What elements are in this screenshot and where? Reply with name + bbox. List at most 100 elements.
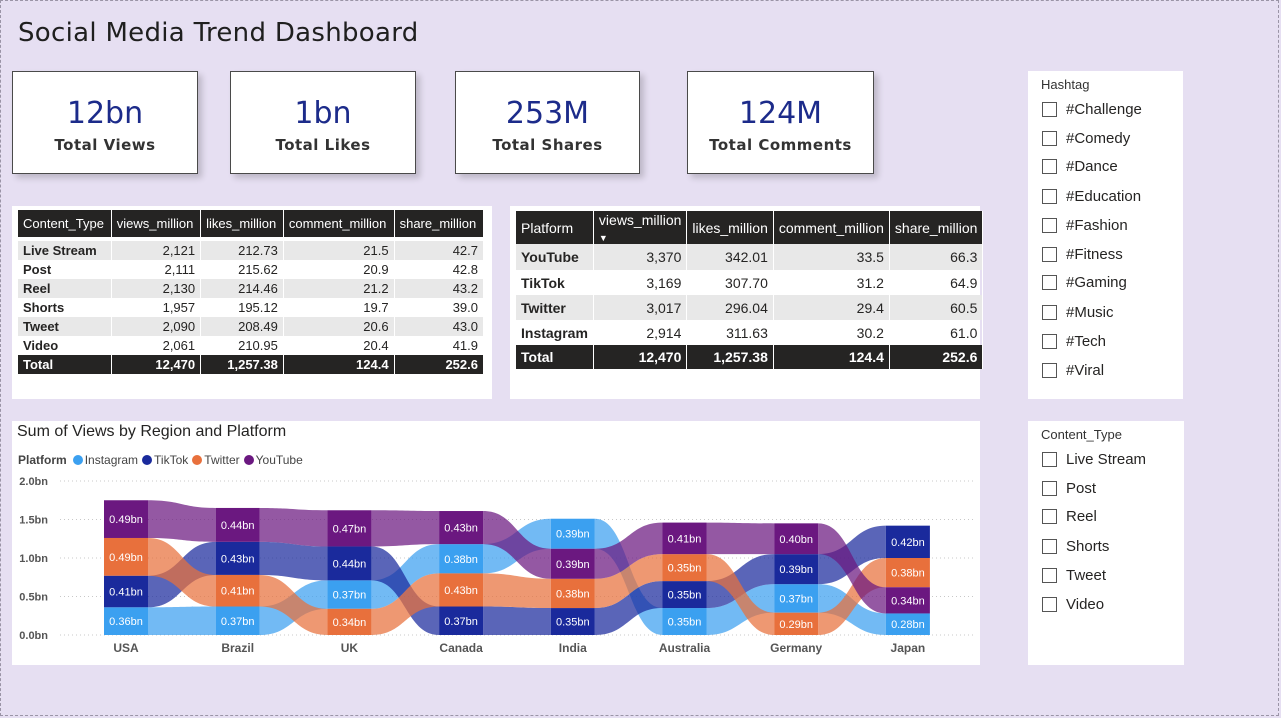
column-header-sorted[interactable]: views_million ▼ <box>593 211 688 244</box>
checkbox[interactable] <box>1042 452 1057 467</box>
checkbox[interactable] <box>1042 247 1057 262</box>
ribbon-tiktok <box>259 541 328 581</box>
data-label: 0.49bn <box>109 552 143 564</box>
table-row[interactable]: Instagram 2,914 311.63 30.2 61.0 <box>516 320 984 345</box>
data-label: 0.38bn <box>556 588 590 600</box>
checkbox[interactable] <box>1042 509 1057 524</box>
column-header[interactable]: share_million <box>394 210 485 237</box>
kpi-value: 253M <box>505 96 590 131</box>
ribbon-chart[interactable]: 0.0bn 0.5bn 1.0bn 1.5bn 2.0bn 0.36bn 0.41bn 0.4… <box>12 421 980 665</box>
bar-segment <box>104 575 148 608</box>
column-header[interactable]: Platform <box>516 211 594 244</box>
kpi-label: Total Likes <box>275 136 371 154</box>
table-row[interactable]: Reel 2,130 214.46 21.2 43.2 <box>18 279 485 298</box>
data-label: 0.28bn <box>891 619 925 631</box>
slicer-option[interactable]: #Dance <box>1042 158 1118 175</box>
bar-segment <box>550 578 595 609</box>
slicer-option[interactable]: Live Stream <box>1042 451 1146 468</box>
table-row[interactable]: YouTube 3,370 342.01 33.5 66.3 <box>516 244 984 270</box>
kpi-card-shares[interactable]: 253M Total Shares <box>455 71 640 174</box>
slicer-option[interactable]: #Gaming <box>1042 274 1127 291</box>
column-header[interactable]: comment_million <box>773 211 890 244</box>
kpi-card-likes[interactable]: 1bn Total Likes <box>230 71 416 174</box>
data-label: 0.39bn <box>556 559 590 571</box>
slicer-option[interactable]: Tweet <box>1042 567 1106 584</box>
ribbon-instagram <box>371 544 440 609</box>
bar-segment <box>215 507 260 542</box>
data-label: 0.38bn <box>891 568 925 580</box>
table-total-row: Total 12,470 1,257.38 124.4 252.6 <box>18 355 485 374</box>
checkbox[interactable] <box>1042 189 1057 204</box>
table-row[interactable]: Twitter 3,017 296.04 29.4 60.5 <box>516 295 984 320</box>
checkbox[interactable] <box>1042 539 1057 554</box>
chart-title: Sum of Views by Region and Platform <box>17 423 287 440</box>
slicer-option[interactable]: #Comedy <box>1042 130 1130 147</box>
legend-item-twitter[interactable]: Twitter <box>192 453 240 467</box>
table-header-row: Content_Type views_million likes_million… <box>18 210 485 237</box>
slicer-option[interactable]: Post <box>1042 480 1096 497</box>
slicer-option[interactable]: Reel <box>1042 508 1097 525</box>
table-row[interactable]: Video 2,061 210.95 20.4 41.9 <box>18 336 485 355</box>
table-row[interactable]: Tweet 2,090 208.49 20.6 43.0 <box>18 317 485 336</box>
x-tick-label: Germany <box>770 641 822 655</box>
ribbon-instagram <box>148 606 216 635</box>
bar-segment <box>327 608 372 635</box>
checkbox[interactable] <box>1042 305 1057 320</box>
table-row[interactable]: Shorts 1,957 195.12 19.7 39.0 <box>18 298 485 317</box>
legend-item-tiktok[interactable]: TikTok <box>142 453 188 467</box>
slicer-option[interactable]: #Tech <box>1042 333 1106 350</box>
column-header[interactable]: share_million <box>889 211 984 244</box>
checkbox[interactable] <box>1042 568 1057 583</box>
checkbox[interactable] <box>1042 131 1057 146</box>
kpi-card-views[interactable]: 12bn Total Views <box>12 71 198 174</box>
data-label: 0.41bn <box>221 586 255 598</box>
data-label: 0.38bn <box>444 554 478 566</box>
slicer-option[interactable]: #Challenge <box>1042 101 1142 118</box>
column-header[interactable]: Content_Type <box>18 210 112 237</box>
x-tick-label: Brazil <box>221 641 254 655</box>
ribbon-twitter <box>259 574 328 635</box>
x-tick-label: Australia <box>659 641 711 655</box>
kpi-label: Total Views <box>54 136 156 154</box>
bar-segment <box>885 587 930 614</box>
slicer-option[interactable]: #Music <box>1042 304 1114 321</box>
kpi-label: Total Comments <box>709 136 852 154</box>
table-row[interactable]: TikTok 3,169 307.70 31.2 64.9 <box>516 270 984 295</box>
y-tick-label: 1.5bn <box>19 515 48 527</box>
slicer-option[interactable]: #Education <box>1042 188 1141 205</box>
slicer-option[interactable]: #Viral <box>1042 362 1104 379</box>
checkbox[interactable] <box>1042 275 1057 290</box>
checkbox[interactable] <box>1042 334 1057 349</box>
checkbox[interactable] <box>1042 363 1057 378</box>
checkbox[interactable] <box>1042 218 1057 233</box>
slicer-option[interactable]: #Fashion <box>1042 217 1128 234</box>
table-row[interactable]: Post 2,111 215.62 20.9 42.8 <box>18 260 485 279</box>
content-type-table: Content_Type views_million likes_million… <box>18 210 485 374</box>
bar-segment <box>104 537 148 576</box>
checkbox[interactable] <box>1042 597 1057 612</box>
checkbox[interactable] <box>1042 481 1057 496</box>
data-label: 0.34bn <box>333 617 367 629</box>
kpi-value: 124M <box>738 96 823 131</box>
slicer-option[interactable]: Shorts <box>1042 538 1109 555</box>
checkbox[interactable] <box>1042 159 1057 174</box>
x-tick-label: Japan <box>891 641 926 655</box>
column-header[interactable]: likes_million <box>200 210 284 237</box>
legend-item-instagram[interactable]: Instagram <box>72 453 138 467</box>
table-row[interactable]: Live Stream 2,121 212.73 21.5 42.7 <box>18 241 485 260</box>
bar-segment <box>885 613 930 635</box>
column-header[interactable]: likes_million <box>686 211 774 244</box>
kpi-card-comments[interactable]: 124M Total Comments <box>687 71 874 174</box>
ribbon-youtube <box>148 500 216 542</box>
column-header[interactable]: comment_million <box>283 210 395 237</box>
ribbon-tiktok <box>483 606 551 635</box>
data-label: 0.37bn <box>444 616 478 628</box>
ribbon-tiktok <box>706 554 775 609</box>
checkbox[interactable] <box>1042 102 1057 117</box>
column-header[interactable]: views_million <box>111 210 202 237</box>
data-label: 0.36bn <box>109 616 143 628</box>
slicer-option[interactable]: Video <box>1042 596 1104 613</box>
legend-item-youtube[interactable]: YouTube <box>243 453 303 467</box>
slicer-option[interactable]: #Fitness <box>1042 246 1123 263</box>
bar-segment <box>774 584 819 613</box>
